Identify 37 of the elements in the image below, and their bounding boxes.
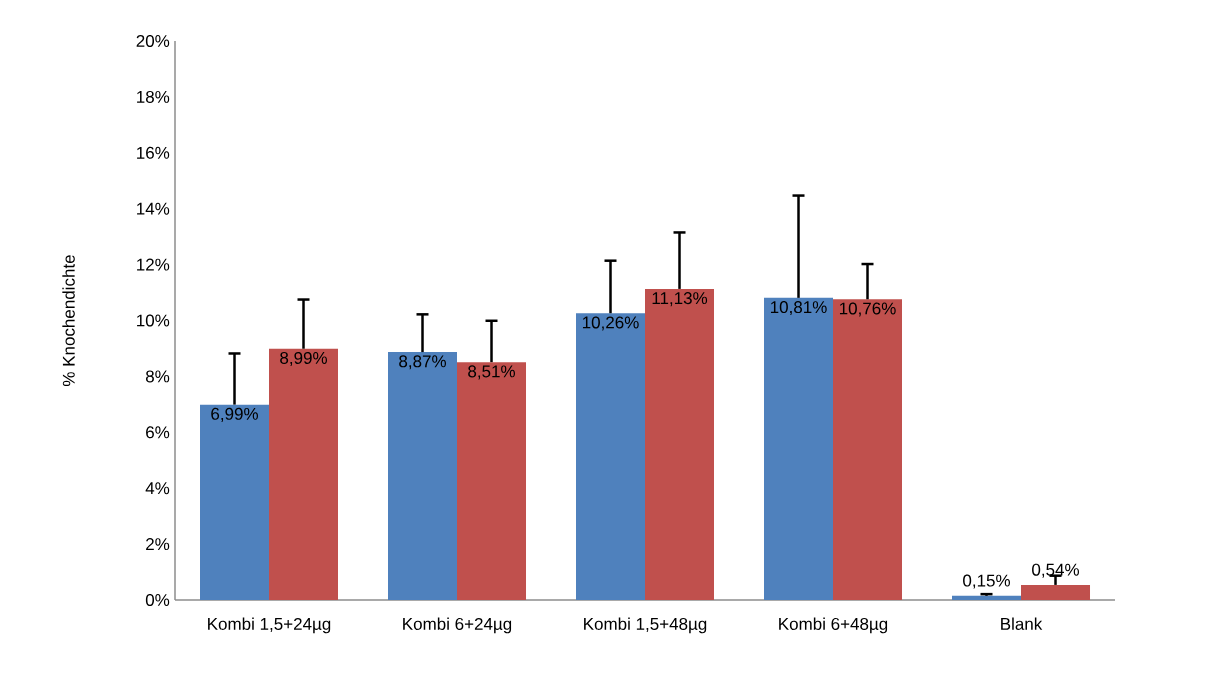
y-tick-label: 6%	[146, 426, 170, 439]
bar	[764, 297, 834, 600]
y-tick-label: 12%	[137, 258, 170, 271]
y-tick-label: 18%	[137, 90, 170, 103]
data-label: 8,51%	[468, 365, 515, 380]
bar	[952, 595, 1021, 600]
x-tick-label: Kombi 6+48µg	[779, 617, 888, 634]
x-tick-label: Kombi 6+24µg	[403, 617, 512, 634]
y-tick-label: 10%	[137, 314, 170, 327]
y-tick-label: 2%	[146, 538, 170, 551]
bar	[200, 404, 269, 600]
data-label: 0,15%	[963, 574, 1010, 589]
bar	[1021, 584, 1091, 600]
y-tick-label: 14%	[137, 202, 170, 215]
data-label: 10,76%	[839, 302, 896, 317]
data-label: 6,99%	[211, 407, 258, 422]
data-label: 10,81%	[770, 301, 827, 316]
x-tick-label: Kombi 1,5+24µg	[208, 617, 331, 634]
y-tick-label: 8%	[145, 370, 170, 383]
data-label: 8,99%	[280, 351, 327, 366]
data-label: 10,26%	[582, 316, 639, 331]
data-label: 0,54%	[1032, 563, 1079, 578]
bar	[833, 299, 903, 600]
y-tick-label: 20%	[136, 34, 170, 48]
data-label: 11,13%	[652, 292, 708, 307]
x-tick-label: Blank	[1001, 617, 1043, 630]
bar	[645, 288, 714, 600]
x-tick-label: Kombi 1,5+48µg	[584, 617, 707, 634]
bar	[388, 352, 458, 600]
y-tick-label: 4%	[145, 482, 170, 495]
data-label: 8,87%	[399, 355, 446, 370]
y-axis-title: % Knochendichte	[62, 255, 75, 387]
y-tick-label: 0%	[145, 593, 170, 607]
bar	[457, 362, 526, 600]
y-tick-label: 16%	[137, 146, 170, 159]
bar	[576, 313, 645, 600]
bar	[269, 348, 338, 600]
